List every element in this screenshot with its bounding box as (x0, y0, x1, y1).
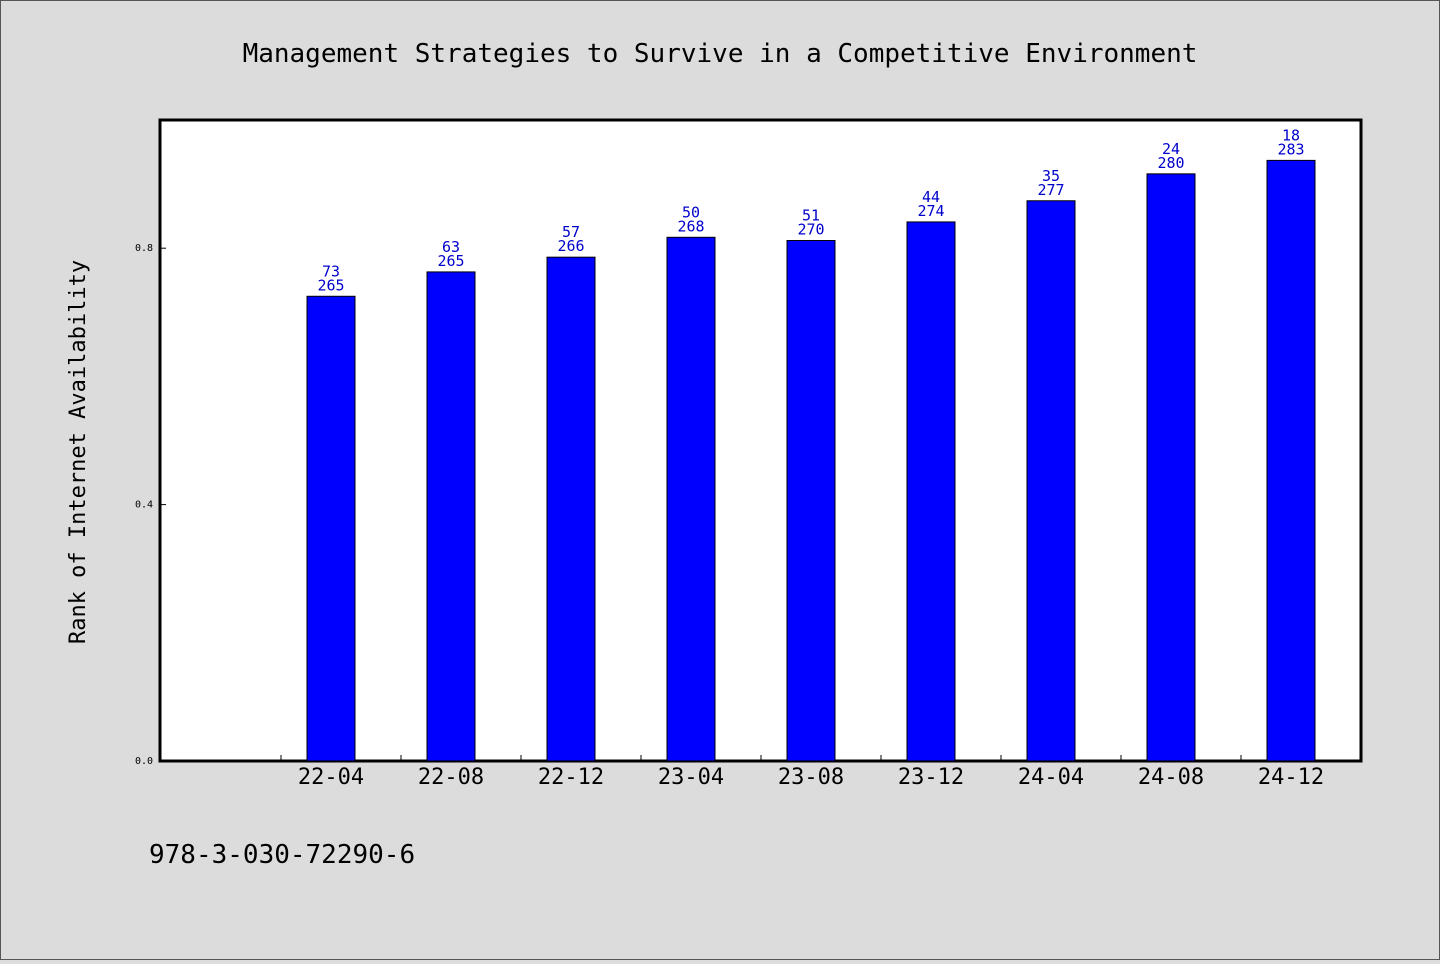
y-tick-label-0.4: 0.4 (135, 500, 153, 511)
bar-label-bottom-24-04: 277 (1037, 181, 1064, 199)
bar-label-top-23-12: 44 (922, 188, 940, 206)
bar-label-top-23-08: 51 (802, 207, 820, 225)
x-tick-label-22-04: 22-04 (298, 765, 364, 790)
bar-label-bottom-23-04: 268 (677, 217, 704, 235)
bar-23-12 (906, 221, 956, 762)
bar-label-bottom-24-08: 280 (1157, 154, 1184, 172)
chart-title: Management Strategies to Survive in a Co… (243, 39, 1198, 69)
bar-label-bottom-24-12: 283 (1277, 140, 1304, 158)
bar-22-12 (546, 256, 596, 762)
bar-label-bottom-22-04: 265 (317, 276, 344, 294)
x-tick-label-23-04: 23-04 (658, 765, 724, 790)
bar-23-04 (666, 236, 716, 762)
bar-label-top-22-12: 57 (562, 223, 580, 241)
bar-label-top-24-04: 35 (1042, 167, 1060, 185)
bar-label-top-22-04: 73 (322, 262, 340, 280)
bar-22-08 (426, 271, 476, 762)
bar-24-04 (1026, 200, 1076, 762)
bar-label-top-23-04: 50 (682, 203, 700, 221)
x-tick-label-24-08: 24-08 (1138, 765, 1204, 790)
bar-label-bottom-23-08: 270 (797, 221, 824, 239)
x-tick-label-22-08: 22-08 (418, 765, 484, 790)
x-tick-label-23-12: 23-12 (898, 765, 964, 790)
isbn-footer: 978-3-030-72290-6 (149, 840, 415, 870)
x-tick-label-23-08: 23-08 (778, 765, 844, 790)
bar-23-08 (786, 240, 836, 762)
bar-22-04 (306, 295, 356, 762)
bar-label-top-24-12: 18 (1282, 126, 1300, 144)
y-tick-label-0.8: 0.8 (135, 243, 153, 254)
y-axis-ticks: 0.0 0.4 0.8 (135, 243, 166, 767)
x-axis-ticks: 22-04 22-08 22-12 23-04 23-08 23-12 24-04 24-08… (280, 755, 1362, 790)
x-tick-label-22-12: 22-12 (538, 765, 604, 790)
bar-24-08 (1146, 173, 1196, 762)
bar-label-top-22-08: 63 (442, 238, 460, 256)
bar-label-bottom-23-12: 274 (917, 202, 944, 220)
x-tick-label-24-04: 24-04 (1018, 765, 1084, 790)
x-tick-label-24-12: 24-12 (1258, 765, 1324, 790)
bar-labels-layer: 7326563265572665026851270442743527724280… (317, 126, 1304, 294)
y-tick-label-0.0: 0.0 (135, 756, 153, 767)
bars-layer (306, 159, 1316, 762)
bar-24-12 (1266, 159, 1316, 762)
bar-label-bottom-22-08: 265 (437, 252, 464, 270)
bar-label-top-24-08: 24 (1162, 140, 1180, 158)
bar-label-bottom-22-12: 266 (557, 237, 584, 255)
y-axis-label: Rank of Internet Availability (66, 260, 91, 644)
